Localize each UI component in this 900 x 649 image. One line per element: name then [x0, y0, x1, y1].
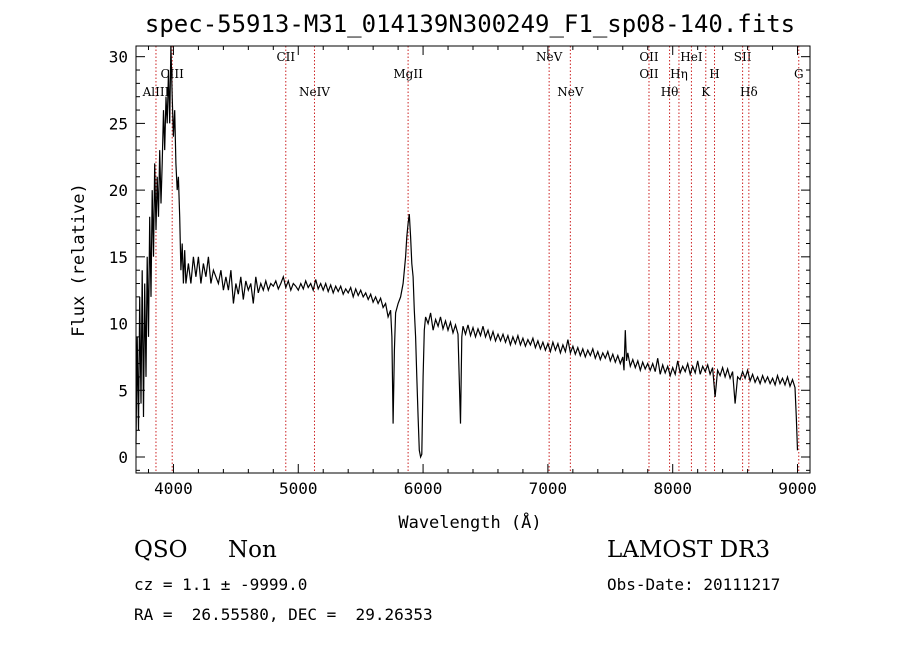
- sky-coordinates: RA = 26.55580, DEC = 29.26353: [134, 605, 433, 624]
- object-subclass: Non: [228, 537, 277, 563]
- y-tick-label: 5: [118, 381, 128, 400]
- y-tick-label: 10: [109, 315, 128, 334]
- spectral-line-label: SII: [734, 50, 752, 64]
- spectral-line-label: G: [794, 67, 804, 81]
- spectral-line-label: CII: [276, 50, 295, 64]
- chart-title: spec-55913-M31_014139N300249_F1_sp08-140…: [145, 10, 795, 38]
- spectral-line-label: K: [701, 85, 711, 99]
- y-tick-label: 20: [109, 181, 128, 200]
- spectral-line-label: CIII: [160, 67, 184, 81]
- y-tick-label: 15: [109, 248, 128, 267]
- x-tick-label: 7000: [529, 479, 568, 498]
- spectrum-series-line: [135, 45, 799, 459]
- spectral-line-label: AlIII: [142, 85, 170, 99]
- spectral-line-label: Hη: [670, 67, 688, 81]
- survey-name: LAMOST DR3: [607, 537, 771, 563]
- spectral-line-label: Hθ: [661, 85, 679, 99]
- spectral-line-label: H: [709, 67, 719, 81]
- axis-ticks: 4000 5000 6000 7000 8000 9000 0 5 10 15 20 25 30: [109, 46, 817, 498]
- x-tick-label: 5000: [279, 479, 318, 498]
- x-tick-label: 9000: [778, 479, 817, 498]
- spectral-line-markers: AlIIICIIICIINeIVMgIINeVNeVOIIOIIHθHηHeIK…: [142, 46, 804, 473]
- redshift-cz: cz = 1.1 ± -9999.0: [134, 575, 308, 594]
- x-tick-label: 6000: [404, 479, 443, 498]
- y-tick-label: 25: [109, 114, 128, 133]
- x-tick-label: 4000: [154, 479, 193, 498]
- spectral-line-label: NeV: [536, 50, 563, 64]
- y-tick-label: 0: [118, 448, 128, 467]
- x-tick-label: 8000: [653, 479, 692, 498]
- y-tick-label: 30: [109, 48, 128, 67]
- object-class: QSO: [134, 537, 188, 563]
- spectral-line-label: HeI: [680, 50, 703, 64]
- spectral-line-label: OII: [639, 67, 659, 81]
- y-axis-label: Flux (relative): [69, 183, 89, 337]
- spectral-line-label: NeV: [557, 85, 584, 99]
- spectral-line-label: NeIV: [299, 85, 330, 99]
- spectral-line-label: Hδ: [740, 85, 758, 99]
- x-axis-label: Wavelength (Å): [398, 511, 541, 533]
- spectral-line-label: MgII: [393, 67, 423, 81]
- spectrum-chart: spec-55913-M31_014139N300249_F1_sp08-140…: [69, 10, 817, 533]
- plot-frame: [135, 45, 811, 474]
- observation-date: Obs-Date: 20111217: [607, 575, 781, 594]
